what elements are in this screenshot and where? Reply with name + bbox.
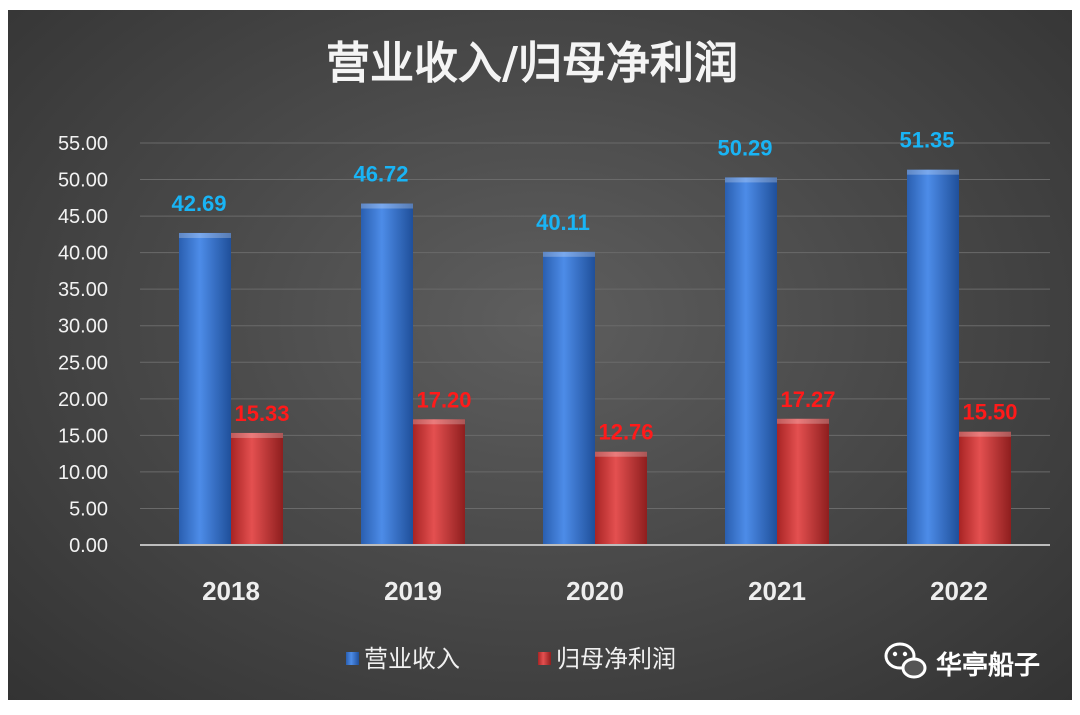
y-tick-label: 40.00 [58, 243, 108, 265]
legend-label-net-profit: 归母净利润 [556, 645, 676, 673]
bar-highlight [595, 451, 647, 457]
x-axis-ticks: 2018 2019 2020 2021 2022 [202, 576, 988, 606]
chart-frame: 营业收入/归母净利润 0.00 5.00 10.00 15.00 20.00 25.00 3… [8, 10, 1072, 700]
bar-net-profit [413, 419, 465, 545]
value-label-revenue: 42.69 [171, 191, 226, 216]
value-label-net-profit: 15.50 [962, 400, 1017, 425]
wechat-icon [884, 642, 927, 679]
watermark-text: 华亭船子 [936, 650, 1040, 681]
value-label-net-profit: 15.33 [234, 401, 289, 426]
value-label-net-profit: 17.27 [780, 387, 835, 412]
watermark: 华亭船子 [884, 642, 1040, 681]
bar-highlight [777, 418, 829, 424]
bar-highlight [179, 232, 231, 238]
bar-highlight [725, 177, 777, 183]
value-label-revenue: 46.72 [353, 162, 408, 187]
bars [179, 169, 1011, 546]
y-tick-label: 10.00 [58, 462, 108, 484]
bar-revenue [725, 177, 777, 545]
y-tick-label: 45.00 [58, 206, 108, 228]
y-tick-label: 25.00 [58, 352, 108, 374]
legend-swatch-net-profit [538, 652, 551, 665]
bar-net-profit [595, 451, 647, 545]
x-tick-label: 2019 [384, 576, 442, 606]
bar-revenue [361, 203, 413, 545]
bar-revenue [907, 169, 959, 546]
y-tick-label: 30.00 [58, 316, 108, 338]
y-axis-ticks: 0.00 5.00 10.00 15.00 20.00 25.00 30.00 35.00 40… [58, 133, 108, 557]
chart-canvas: 营业收入/归母净利润 0.00 5.00 10.00 15.00 20.00 25.00 3… [58, 38, 1050, 681]
x-tick-label: 2022 [930, 576, 988, 606]
legend-label-revenue: 营业收入 [364, 645, 460, 673]
value-labels: 42.69 15.33 46.72 17.20 40.11 12.76 50.29 17.27… [171, 128, 1017, 445]
y-tick-label: 0.00 [69, 535, 108, 557]
bar-highlight [959, 431, 1011, 437]
y-tick-label: 35.00 [58, 279, 108, 301]
value-label-revenue: 51.35 [899, 128, 954, 153]
bar-net-profit [777, 418, 829, 545]
x-tick-label: 2020 [566, 576, 624, 606]
bar-highlight [413, 419, 465, 425]
legend-swatch-revenue [346, 652, 359, 665]
bar-highlight [907, 169, 959, 175]
bar-net-profit [959, 431, 1011, 545]
bar-highlight [231, 432, 283, 438]
y-tick-label: 15.00 [58, 425, 108, 447]
chart-title: 营业收入/归母净利润 [326, 38, 738, 89]
value-label-revenue: 50.29 [717, 135, 772, 160]
x-tick-label: 2021 [748, 576, 806, 606]
y-tick-label: 50.00 [58, 170, 108, 192]
bar-revenue [179, 232, 231, 545]
y-tick-label: 20.00 [58, 389, 108, 411]
value-label-net-profit: 17.20 [416, 387, 471, 412]
bar-highlight [361, 203, 413, 209]
bar-net-profit [231, 432, 283, 545]
y-tick-label: 55.00 [58, 133, 108, 155]
y-tick-label: 5.00 [69, 498, 108, 520]
legend: 营业收入 归母净利润 [346, 645, 676, 673]
value-label-revenue: 40.11 [536, 210, 590, 235]
x-tick-label: 2018 [202, 576, 260, 606]
bar-revenue [543, 251, 595, 545]
value-label-net-profit: 12.76 [598, 420, 653, 445]
bar-highlight [543, 251, 595, 257]
